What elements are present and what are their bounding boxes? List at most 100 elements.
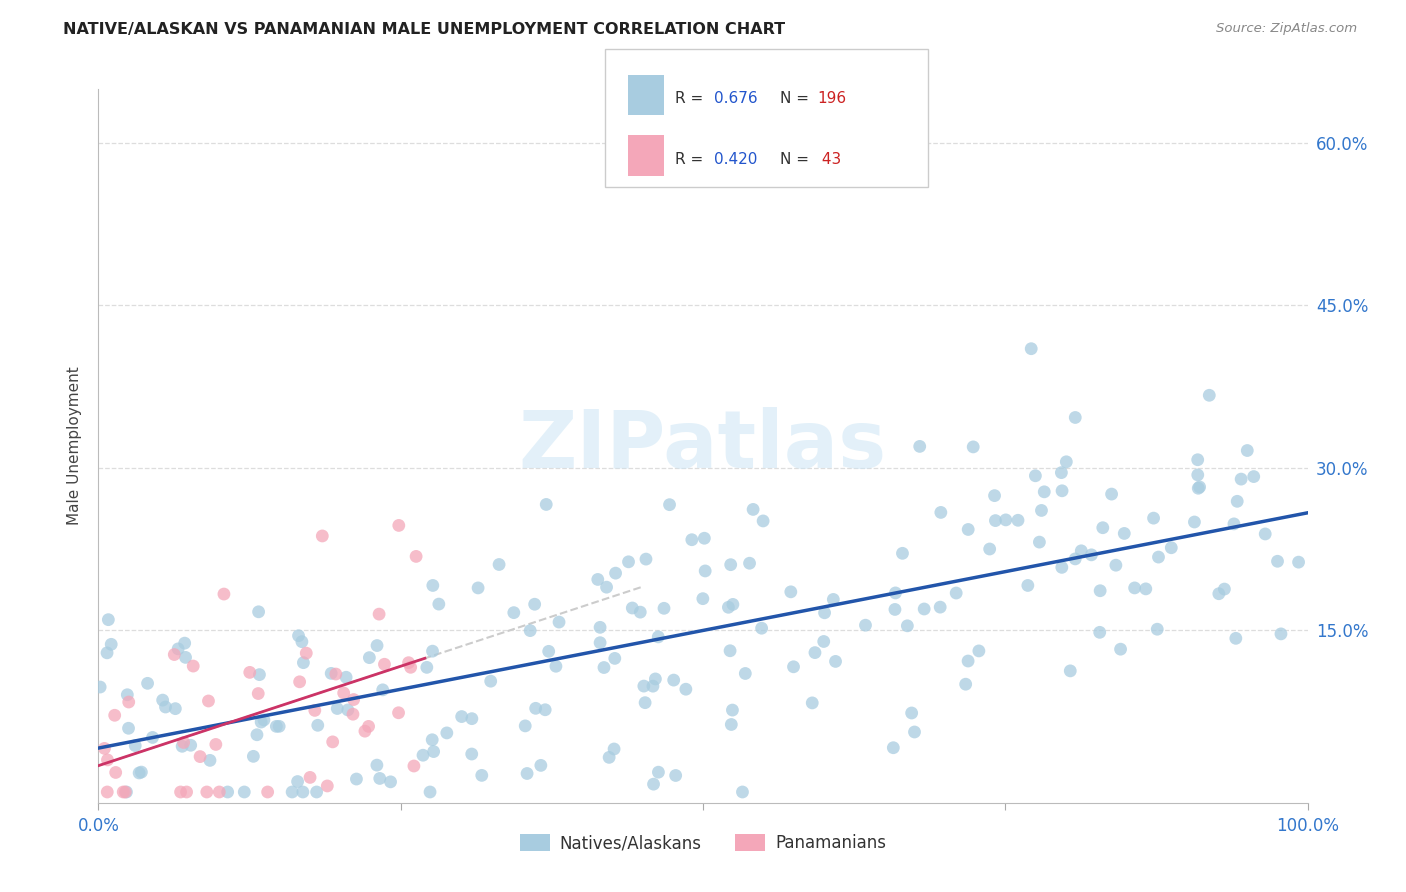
Point [957,523,980,537]
Point [217,785,239,799]
Point [152,693,174,707]
Point [929,600,952,615]
Point [208,785,231,799]
Point [173,636,195,650]
Point [371,682,394,697]
Point [1288,555,1310,569]
Point [695,564,717,578]
Point [1017,578,1039,592]
Point [366,758,388,772]
Point [1091,521,1114,535]
Point [823,592,845,607]
Point [131,765,153,780]
Point [912,602,935,616]
Point [720,558,742,572]
Point [1160,541,1182,555]
Point [402,759,425,773]
Point [1024,468,1046,483]
Legend: Natives/Alaskans, Panamanians: Natives/Alaskans, Panamanians [513,827,893,859]
Point [896,619,918,633]
Point [304,703,326,717]
Point [104,708,127,723]
Point [167,641,190,656]
Point [717,600,740,615]
Point [380,774,402,789]
Point [169,785,191,799]
Point [523,597,546,611]
Text: Source: ZipAtlas.com: Source: ZipAtlas.com [1216,22,1357,36]
Point [165,701,187,715]
Point [628,605,651,619]
Point [1028,535,1050,549]
Point [718,644,741,658]
Point [524,701,547,715]
Text: 0.676: 0.676 [714,91,758,106]
Point [515,719,537,733]
Point [1105,558,1128,573]
Point [641,679,664,693]
Point [652,601,675,615]
Text: 196: 196 [817,91,846,106]
Point [115,785,138,799]
Point [633,679,655,693]
Point [734,666,756,681]
Point [136,676,159,690]
Point [751,621,773,635]
Point [287,774,309,789]
Point [427,597,450,611]
Point [471,768,494,782]
Point [731,785,754,799]
Point [461,747,484,761]
Point [681,533,703,547]
Point [305,785,328,799]
Point [1230,472,1253,486]
Point [603,742,626,756]
Point [311,529,333,543]
Point [197,694,219,708]
Point [292,656,315,670]
Point [96,646,118,660]
Point [1142,511,1164,525]
Point [114,785,136,799]
Point [617,555,640,569]
Point [665,768,688,782]
Point [488,558,510,572]
Point [96,753,118,767]
Point [593,660,616,674]
Point [1054,455,1077,469]
Point [387,706,409,720]
Text: NATIVE/ALASKAN VS PANAMANIAN MALE UNEMPLOYMENT CORRELATION CHART: NATIVE/ALASKAN VS PANAMANIAN MALE UNEMPL… [63,22,786,37]
Point [176,785,198,799]
Point [721,598,744,612]
Point [479,674,502,689]
Point [519,624,541,638]
Point [882,740,904,755]
Point [1254,527,1277,541]
Point [269,719,291,733]
Point [174,650,197,665]
Point [354,724,377,739]
Point [291,634,314,648]
Point [1243,469,1265,483]
Point [212,587,235,601]
Point [752,514,775,528]
Point [398,656,420,670]
Point [124,739,146,753]
Point [537,644,560,658]
Point [1225,632,1247,646]
Point [247,687,270,701]
Point [1059,664,1081,678]
Point [536,498,558,512]
Point [955,677,977,691]
Point [647,630,669,644]
Point [405,549,427,564]
Point [1019,342,1042,356]
Point [155,700,177,714]
Point [118,695,141,709]
Point [502,606,524,620]
Point [647,765,669,780]
Point [903,725,925,739]
Point [307,718,329,732]
Point [419,785,441,799]
Point [366,639,388,653]
